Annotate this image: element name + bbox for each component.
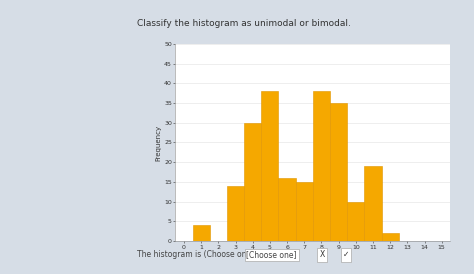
Bar <box>382 233 399 241</box>
Bar <box>192 225 210 241</box>
Text: [Choose one]: [Choose one] <box>246 250 297 259</box>
Text: Classify the histogram as unimodal or bimodal.: Classify the histogram as unimodal or bi… <box>137 19 351 28</box>
Text: ✓: ✓ <box>343 250 349 259</box>
Bar <box>244 123 261 241</box>
Bar <box>330 103 347 241</box>
Bar <box>347 202 365 241</box>
Text: The histogram is (Choose one): The histogram is (Choose one) <box>137 250 255 259</box>
Text: X: X <box>319 250 325 259</box>
Bar <box>278 178 296 241</box>
Bar <box>227 186 244 241</box>
Bar <box>261 91 279 241</box>
Bar <box>365 166 382 241</box>
Bar <box>313 91 330 241</box>
Y-axis label: Frequency: Frequency <box>155 124 161 161</box>
Bar <box>296 182 313 241</box>
